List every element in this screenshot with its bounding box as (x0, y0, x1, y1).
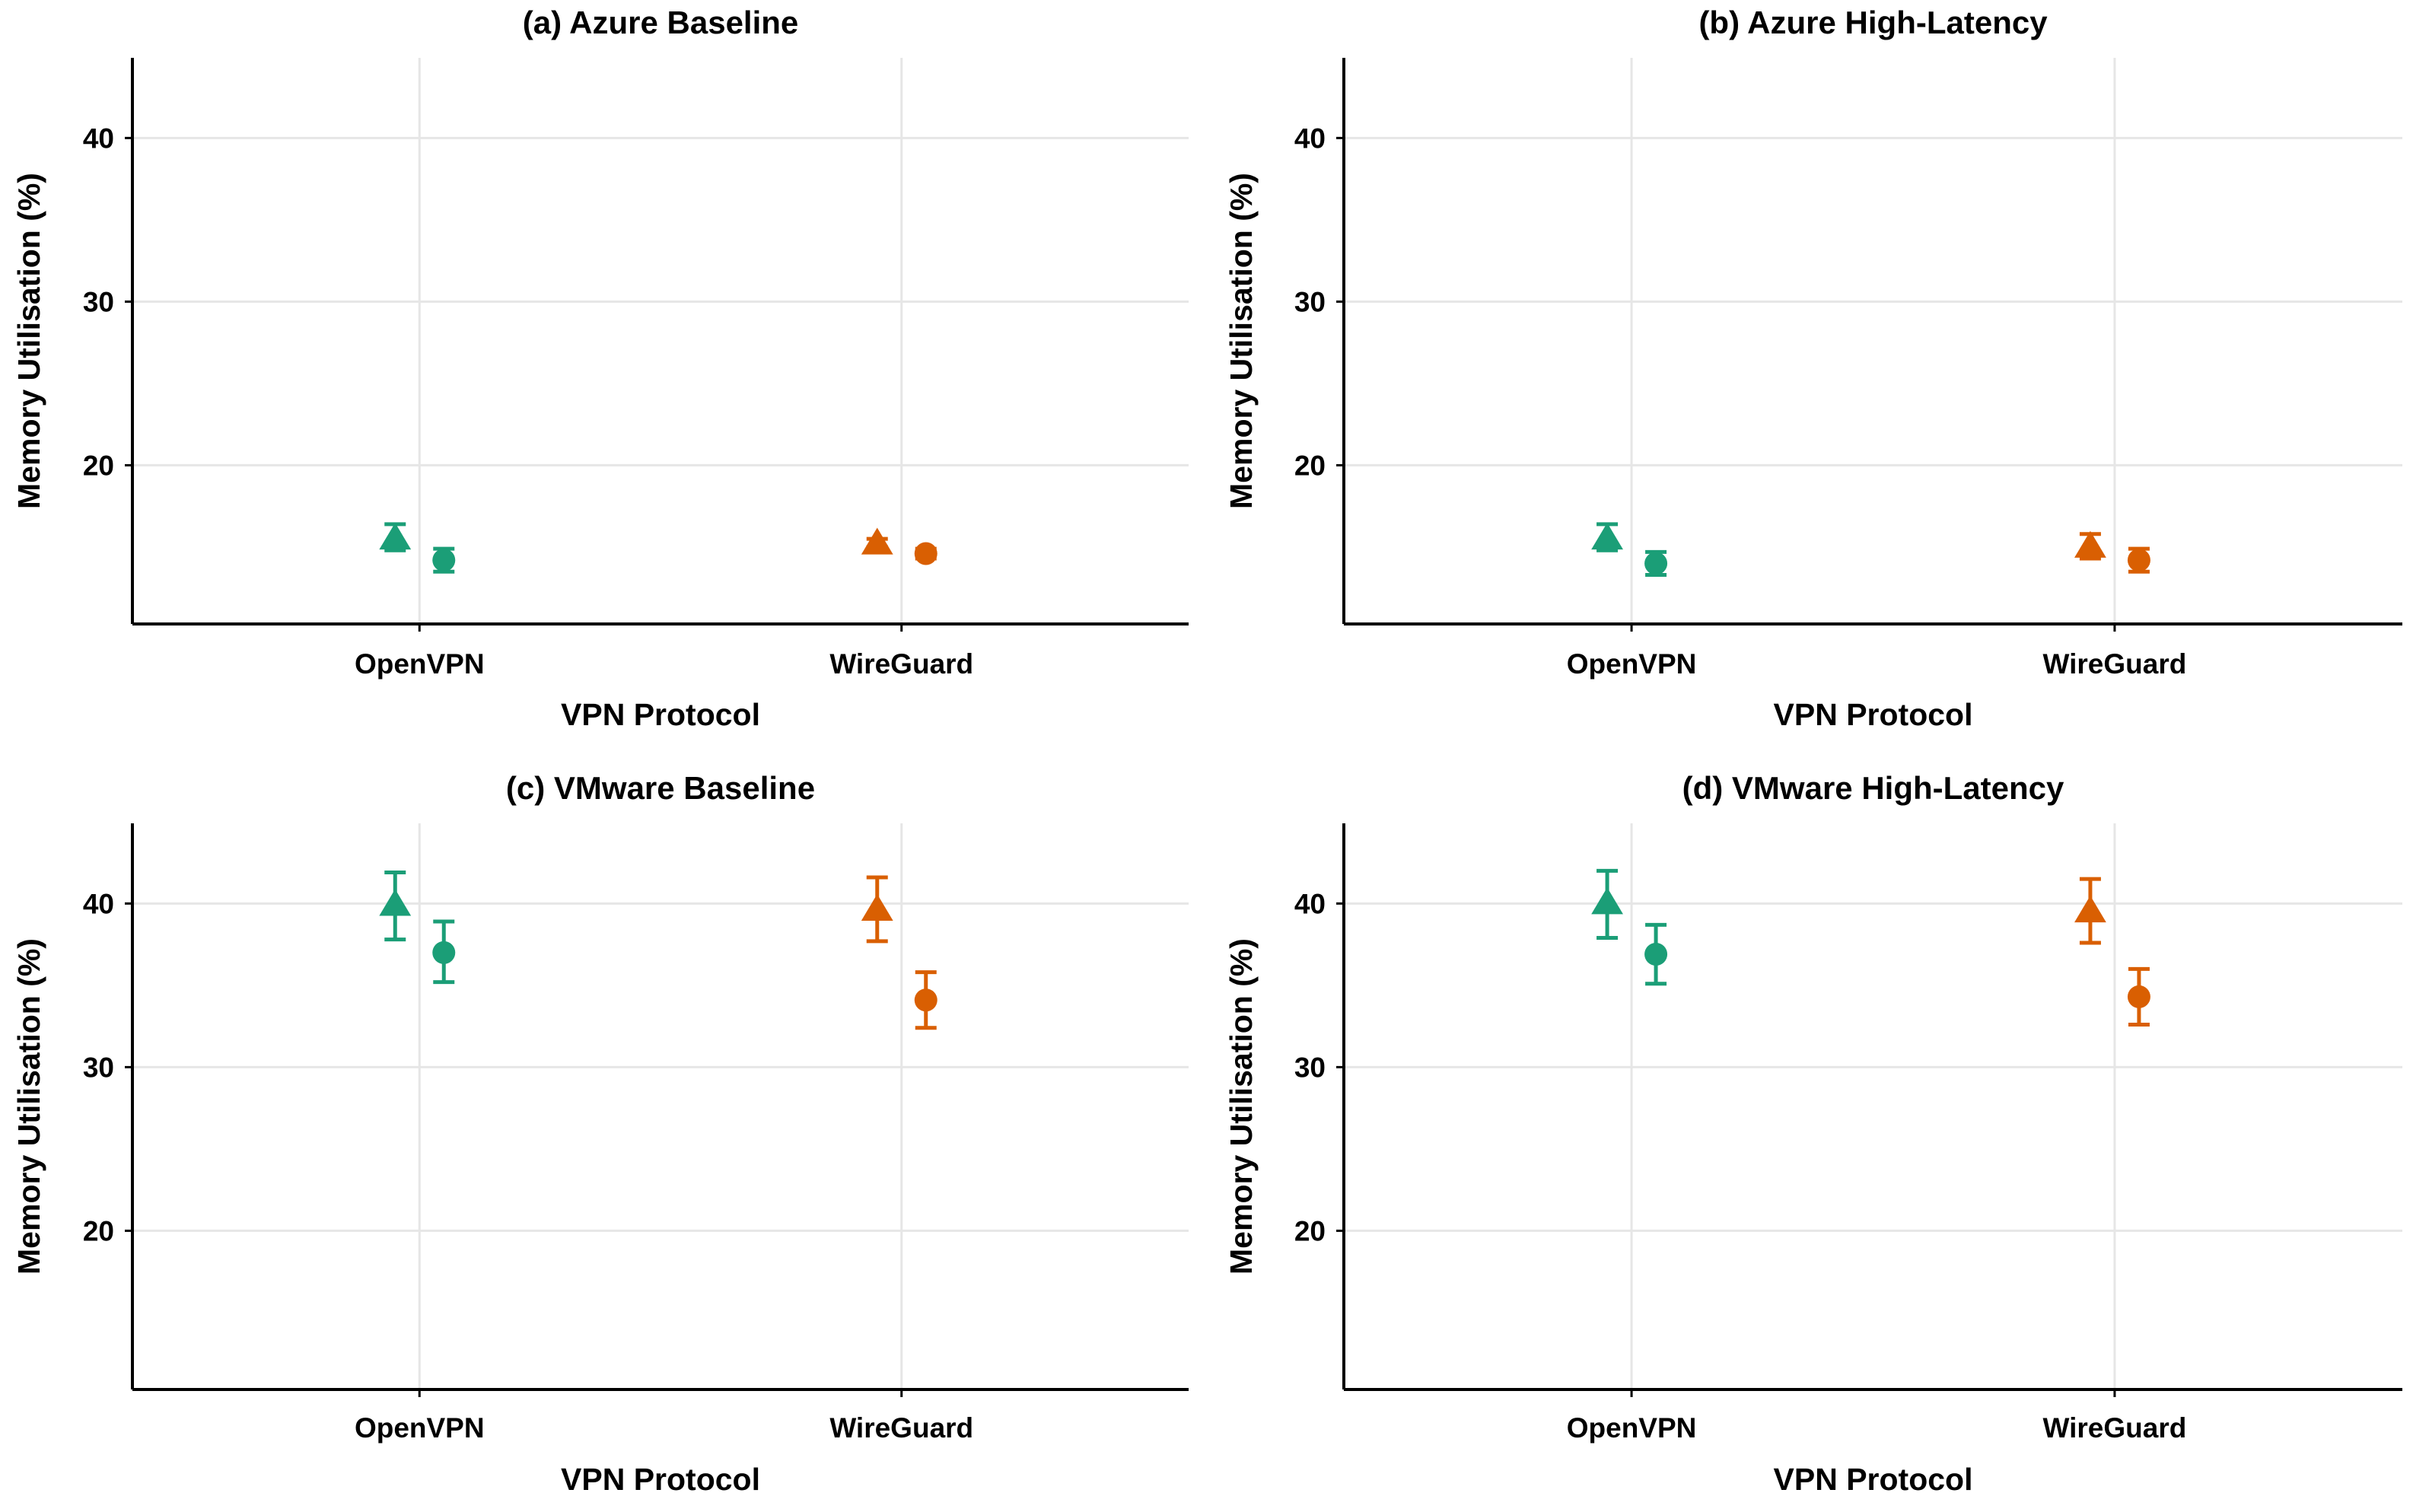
data-point-openvpn-triangle (1591, 868, 1623, 941)
x-tick-label: WireGuard (2043, 1412, 2187, 1444)
data-point-openvpn-circle (1644, 922, 1668, 986)
panel-a: 20 30 40 OpenVPN WireGuard (a) Azure Baseline… (11, 5, 1189, 732)
y-axis-title: Memory Utilisation (%) (11, 173, 46, 509)
marker-openvpn-circle (1644, 943, 1668, 966)
x-tick-label: OpenVPN (355, 1412, 485, 1444)
marker-wireguard-triangle (861, 527, 893, 555)
y-axis-title: Memory Utilisation (%) (11, 938, 46, 1275)
data-point-wireguard-triangle (2074, 530, 2106, 561)
marker-wireguard-circle (2127, 549, 2150, 572)
marker-wireguard-triangle (2074, 530, 2106, 558)
data-point-wireguard-triangle (861, 875, 893, 944)
data-point-wireguard-circle (914, 542, 938, 565)
y-tick-label: 20 (1294, 1215, 1326, 1246)
data-point-wireguard-triangle (861, 527, 893, 555)
panel-d: 20 30 40 OpenVPN WireGuard (d) VMware High-La… (1224, 770, 2402, 1497)
data-point-openvpn-circle (1644, 549, 1668, 577)
data-point-wireguard-circle (2127, 546, 2150, 574)
data-point-openvpn-triangle (1591, 522, 1623, 552)
y-tick-label: 30 (1294, 1052, 1326, 1083)
marker-wireguard-circle (914, 988, 938, 1012)
data-point-wireguard-triangle (2074, 877, 2106, 945)
y-tick-label: 20 (1294, 450, 1326, 481)
panel-b: 20 30 40 OpenVPN WireGuard (b) Azure High-Lat… (1224, 5, 2402, 732)
panel-title: (b) Azure High-Latency (1698, 5, 2048, 40)
y-tick-label: 30 (83, 1052, 114, 1083)
y-tick-label: 40 (1294, 123, 1326, 154)
marker-openvpn-triangle (1591, 887, 1623, 915)
marker-openvpn-triangle (1591, 523, 1623, 550)
x-axis-title: VPN Protocol (561, 697, 760, 732)
x-tick-label: OpenVPN (1567, 648, 1697, 680)
marker-openvpn-triangle (379, 889, 412, 916)
x-axis-title: VPN Protocol (1774, 697, 1973, 732)
y-tick-label: 40 (83, 123, 114, 154)
panel-title: (d) VMware High-Latency (1682, 770, 2064, 806)
marker-wireguard-circle (2127, 985, 2150, 1008)
x-tick-label: WireGuard (829, 1412, 973, 1444)
data-point-openvpn-circle (432, 919, 456, 985)
y-tick-label: 20 (83, 450, 114, 481)
x-tick-label: WireGuard (2043, 648, 2187, 680)
marker-openvpn-circle (432, 941, 456, 964)
x-tick-label: WireGuard (829, 648, 973, 680)
data-point-openvpn-triangle (379, 871, 412, 942)
marker-openvpn-triangle (379, 523, 412, 550)
data-point-openvpn-triangle (379, 522, 412, 552)
x-axis-title: VPN Protocol (561, 1462, 760, 1497)
marker-wireguard-triangle (861, 893, 893, 921)
panel-title: (a) Azure Baseline (523, 5, 799, 40)
panel-title: (c) VMware Baseline (506, 770, 815, 806)
y-axis-title: Memory Utilisation (%) (1224, 173, 1259, 509)
data-point-openvpn-circle (432, 546, 456, 574)
marker-openvpn-circle (432, 549, 456, 572)
y-tick-label: 20 (83, 1215, 114, 1246)
marker-openvpn-circle (1644, 552, 1668, 575)
marker-wireguard-triangle (2074, 895, 2106, 923)
y-tick-label: 40 (1294, 888, 1326, 919)
panel-c: 20 30 40 OpenVPN WireGuard (c) VMware Baselin… (11, 770, 1189, 1497)
y-tick-label: 30 (83, 286, 114, 317)
data-point-wireguard-circle (2127, 966, 2150, 1027)
y-tick-label: 40 (83, 888, 114, 919)
y-tick-label: 30 (1294, 286, 1326, 317)
data-point-wireguard-circle (914, 970, 938, 1030)
marker-wireguard-circle (914, 542, 938, 565)
y-axis-title: Memory Utilisation (%) (1224, 938, 1259, 1275)
x-tick-label: OpenVPN (355, 648, 485, 680)
x-axis-title: VPN Protocol (1774, 1462, 1973, 1497)
x-tick-label: OpenVPN (1567, 1412, 1697, 1444)
